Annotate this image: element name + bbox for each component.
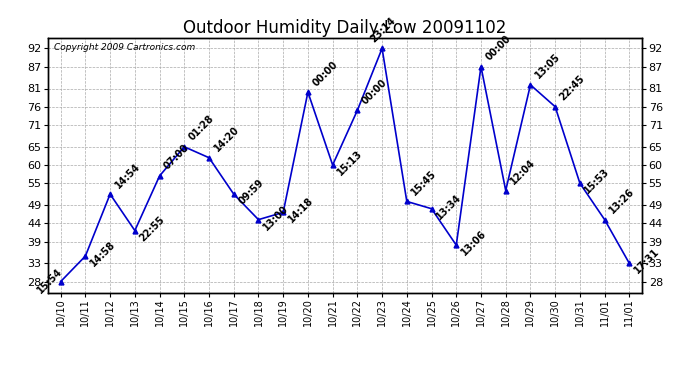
Text: 09:59: 09:59: [237, 178, 266, 207]
Text: 14:58: 14:58: [88, 240, 117, 268]
Text: 13:00: 13:00: [262, 203, 290, 232]
Text: 13:05: 13:05: [533, 52, 562, 81]
Text: 12:04: 12:04: [509, 158, 538, 186]
Text: 15:13: 15:13: [335, 148, 364, 177]
Title: Outdoor Humidity Daily Low 20091102: Outdoor Humidity Daily Low 20091102: [184, 20, 506, 38]
Text: 07:00: 07:00: [162, 143, 191, 172]
Text: 00:00: 00:00: [360, 77, 389, 106]
Text: 17:31: 17:31: [632, 247, 661, 276]
Text: 00:00: 00:00: [484, 33, 513, 63]
Text: 14:20: 14:20: [212, 124, 241, 153]
Text: 15:53: 15:53: [582, 167, 611, 196]
Text: 13:34: 13:34: [434, 192, 463, 221]
Text: 13:26: 13:26: [607, 186, 636, 216]
Text: Copyright 2009 Cartronics.com: Copyright 2009 Cartronics.com: [55, 43, 195, 52]
Text: 14:54: 14:54: [113, 161, 142, 190]
Text: 22:45: 22:45: [558, 74, 587, 102]
Text: 13:06: 13:06: [459, 229, 488, 258]
Text: 14:18: 14:18: [286, 196, 315, 225]
Text: 00:00: 00:00: [310, 59, 339, 88]
Text: 01:28: 01:28: [187, 114, 216, 142]
Text: 22:55: 22:55: [137, 214, 166, 243]
Text: 15:45: 15:45: [410, 168, 439, 197]
Text: 15:54: 15:54: [36, 267, 65, 296]
Text: 23:14: 23:14: [368, 15, 397, 44]
